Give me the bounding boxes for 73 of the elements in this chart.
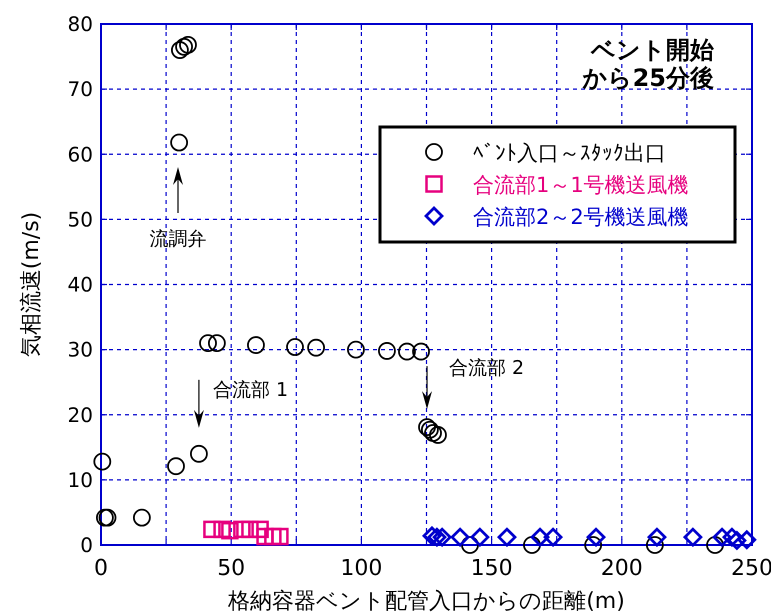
x-axis-title: 格納容器ベント配管入口からの距離(m) bbox=[227, 589, 625, 614]
x-tick-label: 200 bbox=[600, 556, 643, 581]
annotation: 合流部 2 bbox=[449, 357, 524, 380]
point bbox=[706, 536, 724, 554]
point bbox=[132, 508, 151, 527]
point bbox=[424, 424, 442, 442]
point bbox=[586, 528, 606, 547]
y-tick-label: 60 bbox=[68, 142, 93, 166]
point bbox=[422, 526, 442, 546]
legend-label: 合流部1～1号機送風機 bbox=[473, 173, 689, 197]
point bbox=[523, 536, 541, 554]
y-tick-label: 30 bbox=[68, 338, 93, 362]
annotation: から25分後 bbox=[582, 64, 714, 92]
point bbox=[420, 420, 439, 439]
point bbox=[646, 536, 664, 554]
y-axis-title: 気相流速(m/s) bbox=[19, 212, 44, 358]
point bbox=[737, 530, 756, 550]
point bbox=[190, 444, 208, 463]
point bbox=[171, 41, 189, 59]
y-tick-label: 10 bbox=[68, 468, 93, 492]
point bbox=[170, 134, 188, 152]
point bbox=[398, 342, 416, 360]
point bbox=[241, 520, 259, 538]
point bbox=[418, 418, 436, 436]
y-tick-label: 40 bbox=[68, 272, 93, 296]
point bbox=[167, 457, 185, 476]
point bbox=[175, 38, 193, 56]
point bbox=[179, 36, 197, 54]
x-tick-label: 100 bbox=[340, 556, 382, 581]
point bbox=[470, 528, 490, 547]
point bbox=[307, 338, 325, 357]
x-tick-label: 150 bbox=[470, 556, 513, 581]
legend-label: ﾍﾞﾝﾄ入口～ｽﾀｯｸ出口 bbox=[473, 141, 666, 165]
point bbox=[712, 528, 732, 547]
point bbox=[264, 528, 282, 546]
point bbox=[271, 528, 289, 546]
y-tick-label: 80 bbox=[68, 12, 93, 36]
point bbox=[429, 426, 447, 444]
point bbox=[256, 528, 274, 546]
y-tick-label: 50 bbox=[68, 207, 93, 232]
point bbox=[286, 338, 304, 356]
point bbox=[530, 528, 550, 547]
point bbox=[208, 334, 226, 352]
y-tick-label: 70 bbox=[68, 77, 93, 102]
point bbox=[683, 528, 702, 547]
y-tick-label: 0 bbox=[80, 533, 93, 557]
point bbox=[347, 340, 365, 359]
point bbox=[213, 520, 231, 538]
point bbox=[93, 452, 112, 471]
point bbox=[432, 528, 452, 547]
point bbox=[461, 536, 479, 554]
point bbox=[251, 520, 269, 538]
point bbox=[412, 342, 430, 360]
point bbox=[221, 522, 239, 540]
point bbox=[544, 528, 562, 547]
point bbox=[199, 334, 217, 352]
point bbox=[450, 528, 470, 547]
legend-label: 合流部2～2号機送風機 bbox=[473, 205, 689, 229]
point bbox=[722, 528, 742, 547]
y-tick-label: 20 bbox=[68, 402, 93, 427]
point bbox=[727, 531, 746, 550]
point bbox=[428, 528, 446, 547]
point bbox=[584, 536, 602, 554]
point bbox=[378, 342, 396, 360]
point bbox=[233, 520, 251, 538]
point bbox=[247, 336, 265, 354]
annotation: 合流部 1 bbox=[212, 378, 288, 401]
x-tick-label: 50 bbox=[217, 556, 246, 581]
annotation: ベント開始 bbox=[590, 36, 714, 64]
annotation: 流調弁 bbox=[150, 228, 206, 250]
point bbox=[648, 528, 666, 547]
point bbox=[203, 520, 221, 538]
point bbox=[498, 528, 516, 547]
